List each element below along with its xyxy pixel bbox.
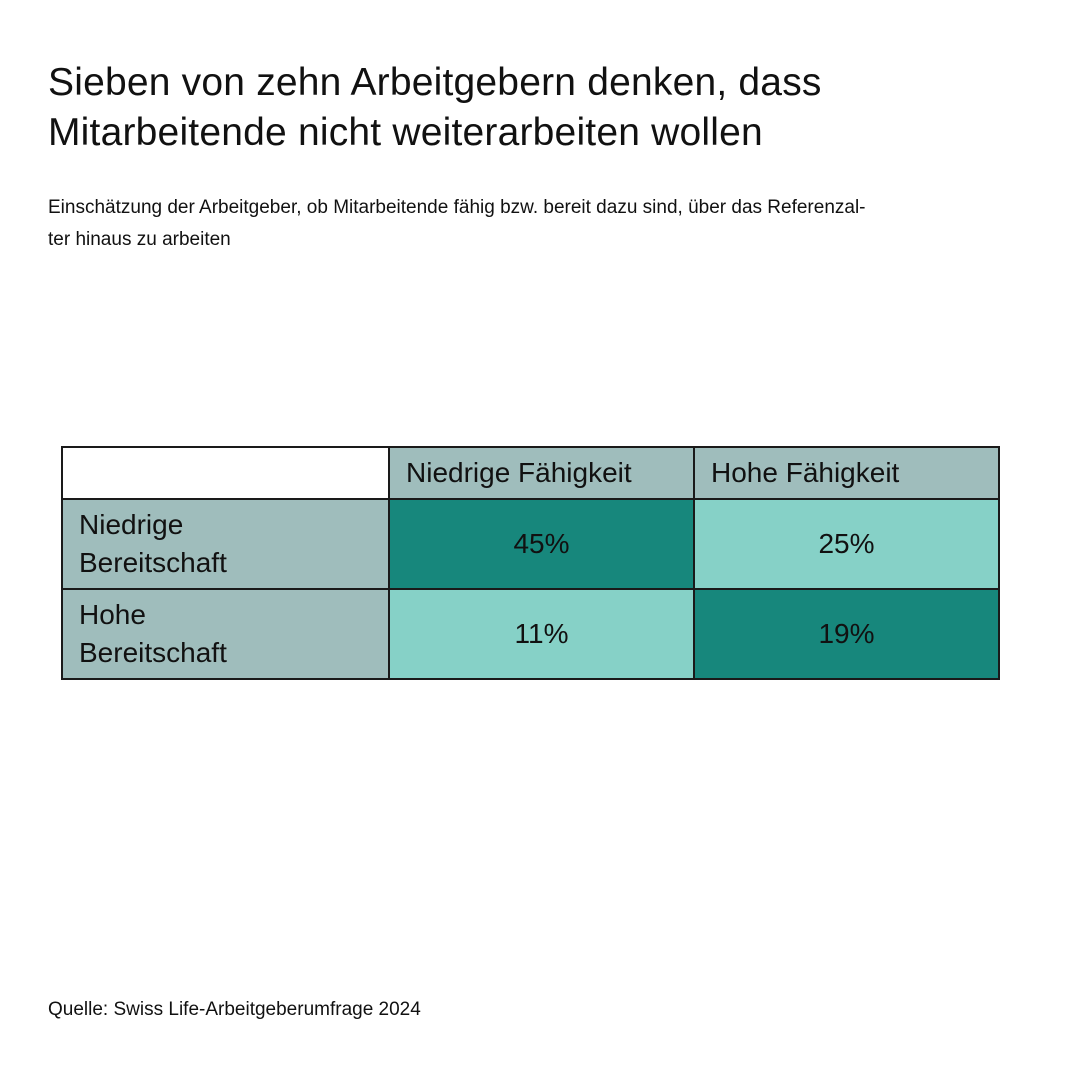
chart-subtitle: Einschätzung der Arbeitgeber, ob Mitarbe… [48, 192, 1038, 256]
matrix-row-niedrige-bereitschaft: Niedrige Bereitschaft 45% 25% [61, 498, 1000, 590]
matrix-header-row: Niedrige Fähigkeit Hohe Fähigkeit [61, 446, 1000, 500]
matrix-row-hohe-bereitschaft: Hohe Bereitschaft 11% 19% [61, 588, 1000, 680]
value-cell-niedrige-bereitschaft-niedrige-faehigkeit: 45% [388, 498, 695, 590]
row-header-niedrige-bereitschaft: Niedrige Bereitschaft [61, 498, 390, 590]
column-header-hohe-faehigkeit: Hohe Fähigkeit [693, 446, 1000, 500]
chart-subtitle-line-2: ter hinaus zu arbeiten [48, 229, 231, 250]
chart-title: Sieben von zehn Arbeitgebern denken, das… [48, 58, 1008, 158]
chart-title-line-2: Mitarbeitende nicht weiterarbeiten wolle… [48, 111, 763, 154]
matrix-table: Niedrige Fähigkeit Hohe Fähigkeit Niedri… [61, 446, 1000, 680]
value-cell-hohe-bereitschaft-hohe-faehigkeit: 19% [693, 588, 1000, 680]
chart-subtitle-line-1: Einschätzung der Arbeitgeber, ob Mitarbe… [48, 197, 866, 218]
row-header-line-2: Bereitschaft [79, 547, 227, 578]
value-cell-niedrige-bereitschaft-hohe-faehigkeit: 25% [693, 498, 1000, 590]
source-note: Quelle: Swiss Life-Arbeitgeberumfrage 20… [48, 999, 421, 1020]
row-header-line-1: Hohe [79, 599, 146, 630]
matrix-corner-cell [61, 446, 390, 500]
chart-title-line-1: Sieben von zehn Arbeitgebern denken, das… [48, 61, 822, 104]
row-header-line-2: Bereitschaft [79, 637, 227, 668]
value-cell-hohe-bereitschaft-niedrige-faehigkeit: 11% [388, 588, 695, 680]
row-header-hohe-bereitschaft: Hohe Bereitschaft [61, 588, 390, 680]
column-header-niedrige-faehigkeit: Niedrige Fähigkeit [388, 446, 695, 500]
row-header-line-1: Niedrige [79, 509, 184, 540]
